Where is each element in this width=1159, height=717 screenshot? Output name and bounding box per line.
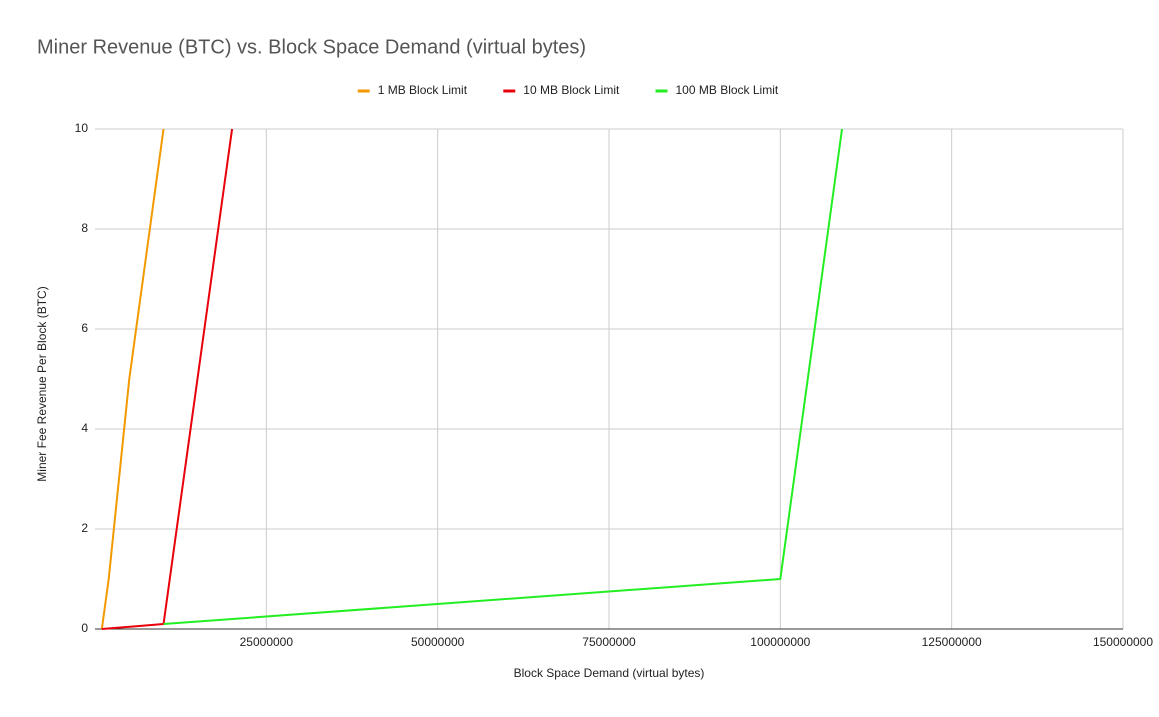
x-tick-label: 25000000 <box>240 635 294 649</box>
y-tick-label: 0 <box>81 621 88 635</box>
chart-title: Miner Revenue (BTC) vs. Block Space Dema… <box>37 36 586 58</box>
y-axis-label: Miner Fee Revenue Per Block (BTC) <box>35 286 49 481</box>
x-tick-label: 150000000 <box>1093 635 1153 649</box>
data-line <box>163 128 844 625</box>
x-axis-label: Block Space Demand (virtual bytes) <box>514 666 705 680</box>
y-tick-label: 6 <box>81 321 88 335</box>
data-line <box>100 128 165 630</box>
x-tick-label: 125000000 <box>922 635 982 649</box>
y-tick-label: 8 <box>81 221 88 235</box>
legend-label: 10 MB Block Limit <box>523 83 620 97</box>
x-tick-label: 50000000 <box>411 635 465 649</box>
y-tick-label: 4 <box>81 421 88 435</box>
legend-label: 100 MB Block Limit <box>676 83 779 97</box>
x-tick-label: 75000000 <box>582 635 636 649</box>
y-tick-label: 10 <box>75 121 89 135</box>
data-line <box>101 128 234 630</box>
y-tick-label: 2 <box>81 521 88 535</box>
x-tick-label: 100000000 <box>750 635 810 649</box>
legend-label: 1 MB Block Limit <box>378 83 468 97</box>
